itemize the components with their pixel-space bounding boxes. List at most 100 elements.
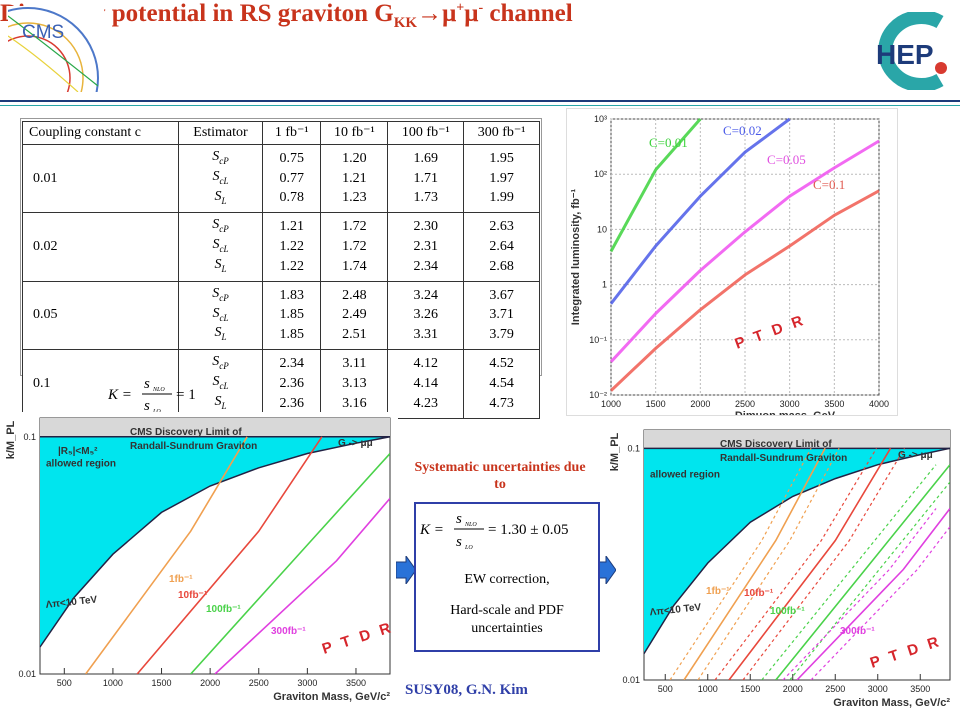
- y-tick-label: 0.01: [18, 669, 36, 679]
- value-cell: 3.67: [463, 280, 540, 306]
- table-row: SL 1.22 1.74 2.34 2.68: [23, 256, 540, 282]
- plot-title-line1: CMS Discovery Limit of: [130, 427, 242, 438]
- y-tick-label: 10⁻²: [589, 390, 607, 400]
- value-cell: 2.36: [262, 373, 322, 394]
- estimator-cell: SL: [177, 256, 264, 282]
- value-cell: 3.26: [387, 305, 465, 326]
- table-row: 0.01 ScP 0.75 1.20 1.69 1.95: [22, 143, 540, 214]
- value-cell: 1.83: [262, 280, 322, 306]
- series-label: C=0.1: [813, 177, 845, 192]
- y-tick-label: 10²: [594, 169, 607, 179]
- table-header-cell: 10 fb⁻¹: [320, 121, 389, 145]
- plot-title-line2: Randall-Sundrum Graviton: [720, 453, 847, 464]
- annotation-lambda: Λπ<10 TeV: [649, 602, 702, 618]
- plot-title-line1: CMS Discovery Limit of: [720, 439, 832, 450]
- estimator-cell: SL: [177, 188, 264, 214]
- value-cell: 2.34: [262, 349, 322, 374]
- arrow-right-icon: [395, 554, 417, 589]
- table-row: SL 0.78 1.23 1.73 1.99: [23, 188, 540, 214]
- formula1-num-sub: NLO: [152, 387, 165, 393]
- systematics-item-ew: EW correction,: [464, 572, 550, 587]
- series-label: 100fb⁻¹: [206, 604, 241, 615]
- k-factor-formula: K = s NLO s LO = 1: [107, 372, 218, 416]
- x-tick-label: 2000: [200, 678, 220, 688]
- coupling-cell: 0.05: [22, 280, 179, 351]
- value-cell: 3.79: [463, 325, 540, 351]
- value-cell: 4.14: [387, 373, 465, 394]
- allowed-region-fill: [40, 436, 390, 647]
- table-row: SL 1.85 2.51 3.31 3.79: [23, 325, 540, 351]
- value-cell: 3.71: [463, 305, 540, 326]
- series-label: C=0.02: [723, 123, 762, 138]
- value-cell: 1.99: [463, 188, 540, 214]
- y-axis-label: k/M_PL: [5, 420, 17, 459]
- hep-logo-text: HEP: [876, 39, 934, 70]
- value-cell: 2.34: [387, 256, 465, 282]
- y-tick-label: 10³: [594, 114, 607, 124]
- title-mu2: μ: [464, 0, 479, 27]
- value-cell: 2.64: [463, 237, 540, 257]
- value-cell: 1.97: [463, 168, 540, 189]
- title-mu1: μ: [442, 0, 457, 27]
- formula1-lhs: K =: [108, 387, 132, 403]
- x-tick-label: 1500: [646, 399, 666, 409]
- series-line-1fb⁻¹: [683, 447, 826, 680]
- title-sup2: -: [478, 0, 484, 16]
- value-cell: 0.75: [262, 143, 322, 169]
- x-tick-label: 1000: [601, 399, 621, 409]
- value-cell: 2.63: [463, 212, 540, 238]
- series-line-10fb⁻¹: [728, 447, 892, 680]
- series-group: [669, 447, 950, 680]
- x-tick-label: 1500: [152, 678, 172, 688]
- title-rule-bottom: [0, 105, 960, 106]
- x-tick-label: 2500: [735, 399, 755, 409]
- series-label: 300fb⁻¹: [271, 626, 306, 637]
- table-row: 0.02 ScP 1.21 1.72 2.30 2.63: [22, 212, 540, 282]
- series-band-100fb⁻¹: [761, 464, 937, 680]
- formula2-lhs: K =: [419, 522, 444, 538]
- cms-logo: CMS: [0, 6, 104, 149]
- value-cell: 1.74: [320, 256, 389, 282]
- value-cell: 1.85: [262, 325, 322, 351]
- series-band-300fb⁻¹: [810, 525, 950, 680]
- table-row: ScL 1.85 2.49 3.26 3.71: [23, 305, 540, 326]
- estimator-cell: ScP: [177, 212, 264, 238]
- value-cell: 1.72: [320, 237, 389, 257]
- series-line-C=0.05: [609, 139, 880, 363]
- annotation-allowed: allowed region: [650, 469, 720, 480]
- allowed-region-fill: [644, 448, 950, 654]
- formula1-rhs: = 1: [176, 387, 196, 403]
- table-row: ScL 1.22 1.72 2.31 2.64: [23, 237, 540, 257]
- formula2-den-sub: LO: [464, 545, 473, 551]
- series-line-C=0.1: [609, 189, 880, 392]
- plot-legend: G -> μμ: [338, 438, 373, 449]
- estimator-cell: ScP: [177, 280, 264, 306]
- value-cell: 1.72: [320, 212, 389, 238]
- x-tick-label: 3000: [780, 399, 800, 409]
- x-tick-label: 2500: [825, 684, 845, 694]
- discovery-limit-plot-left: 500 1000 1500 2000 2500 3000 3500 0.1 0.01 Gravit…: [2, 412, 398, 717]
- value-cell: 0.77: [262, 168, 322, 189]
- estimator-cell: ScL: [177, 237, 264, 257]
- coupling-cell: 0.01: [22, 143, 179, 214]
- value-cell: 1.21: [262, 212, 322, 238]
- table-header-row: Coupling constant c Estimator 1 fb⁻¹ 10 fb⁻…: [22, 121, 540, 145]
- y-tick-label: 10⁻¹: [589, 335, 607, 345]
- x-tick-label: 1000: [698, 684, 718, 694]
- value-cell: 2.68: [463, 256, 540, 282]
- value-cell: 1.69: [387, 143, 465, 169]
- significance-table: Coupling constant c Estimator 1 fb⁻¹ 10 fb⁻…: [20, 118, 542, 419]
- x-tick-label: 4000: [869, 399, 889, 409]
- value-cell: 1.95: [463, 143, 540, 169]
- coupling-cell: 0.02: [22, 212, 179, 282]
- x-axis-label: Dimuon mass, GeV: [735, 410, 836, 415]
- value-cell: 0.78: [262, 188, 322, 214]
- x-tick-label: 1000: [103, 678, 123, 688]
- formula1-num: s: [144, 376, 150, 392]
- value-cell: 1.85: [262, 305, 322, 326]
- discovery-limit-plot-right: 500 1000 1500 2000 2500 3000 3500 0.1 0.01 Gravit…: [604, 424, 958, 718]
- estimator-cell: ScL: [177, 305, 264, 326]
- plot-title-line2: Randall-Sundrum Graviton: [130, 441, 257, 452]
- title-sub: KK: [393, 15, 418, 31]
- x-tick-label: 2500: [249, 678, 269, 688]
